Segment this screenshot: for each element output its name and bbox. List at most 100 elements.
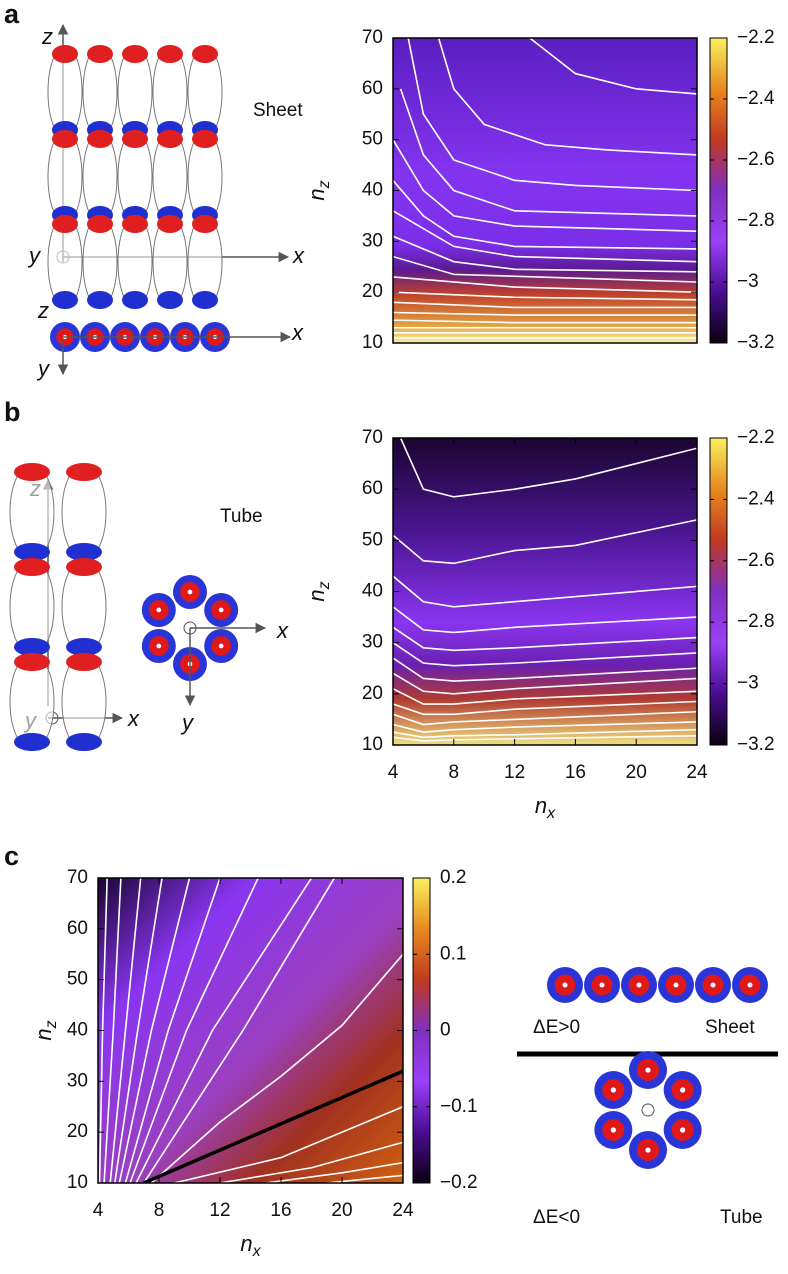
colorbar-tick-label: −3 <box>737 673 759 694</box>
cap-red <box>157 45 183 63</box>
colorbar-tick-label: −2.2 <box>737 27 775 48</box>
contour-line <box>103 878 122 1183</box>
y-tick-label: 60 <box>362 478 383 499</box>
contour-line <box>135 878 313 1183</box>
panel-label: a <box>4 0 20 29</box>
contour-line <box>143 1069 403 1183</box>
x-tick-label: 8 <box>449 762 460 783</box>
contour-line <box>393 235 697 273</box>
colorbar-tick-label: −3.2 <box>737 734 775 755</box>
ball-dot <box>710 982 716 988</box>
contour-line <box>118 878 191 1183</box>
ball-dot <box>156 607 162 613</box>
contour-line <box>109 878 142 1183</box>
y-tick-label: 40 <box>362 180 383 201</box>
contour-line <box>529 38 697 95</box>
x-tick-label: 20 <box>331 1200 352 1221</box>
colorbar-tick-label: 0.2 <box>440 867 466 888</box>
ball-dot <box>673 982 679 988</box>
axis-label-sub: z <box>43 1020 60 1029</box>
axis-label: nx <box>240 1231 261 1260</box>
axis-name: z <box>37 298 49 323</box>
cap-red <box>14 463 50 481</box>
ball-dot <box>218 607 224 613</box>
y-tick-label: 30 <box>67 1070 88 1091</box>
cap-red <box>87 215 113 233</box>
contour-line <box>143 878 336 1183</box>
ball-dot <box>747 982 753 988</box>
axis-name: y <box>180 710 195 735</box>
contours <box>393 38 697 339</box>
y-tick-label: 70 <box>362 427 383 448</box>
panel-label: c <box>4 841 19 871</box>
cap-blue <box>192 291 218 309</box>
cap-red <box>14 558 50 576</box>
ball-dot <box>599 982 605 988</box>
axis-label: nz <box>31 1020 60 1040</box>
contour-line <box>393 301 697 309</box>
cap-blue <box>66 638 102 656</box>
colorbar-tick-label: −2.8 <box>737 210 775 231</box>
axis-name: x <box>127 706 140 731</box>
axis-label-base: n <box>304 188 329 200</box>
contour-line <box>393 672 697 695</box>
y-tick-label: 70 <box>362 27 383 48</box>
contour-line <box>393 721 697 734</box>
y-tick-label: 40 <box>362 581 383 602</box>
contour-line <box>393 642 697 667</box>
x-tick-label: 16 <box>270 1200 291 1221</box>
cap-red <box>87 45 113 63</box>
cap-red <box>66 653 102 671</box>
y-tick-label: 50 <box>362 129 383 150</box>
contour-line <box>393 319 697 324</box>
x-tick-label: 16 <box>565 762 586 783</box>
contours <box>393 438 697 742</box>
colorbar-tick-label: −0.1 <box>440 1096 478 1117</box>
structure-name: Sheet <box>705 1017 755 1038</box>
y-tick-label: 10 <box>362 332 383 353</box>
structure-name: Tube <box>220 506 263 527</box>
contour-line <box>326 1174 403 1183</box>
y-tick-label: 60 <box>362 78 383 99</box>
axis-label-sub: z <box>316 581 333 590</box>
ball-dot <box>645 1147 651 1153</box>
axis-name: y <box>27 243 42 268</box>
colorbar-tick-label: 0.1 <box>440 943 466 964</box>
axis-label-base: n <box>240 1231 252 1256</box>
colorbar-tick-label: −2.4 <box>737 488 775 509</box>
colorbar-tick-label: −2.6 <box>737 550 775 571</box>
colorbar-tick-label: −3 <box>737 271 759 292</box>
ball-dot <box>156 643 162 649</box>
panel-label: b <box>4 397 21 427</box>
x-tick-label: 4 <box>388 762 399 783</box>
axis-label-base: n <box>31 1028 56 1040</box>
cap-red <box>122 130 148 148</box>
contour-line <box>393 700 697 716</box>
contour-line <box>399 88 697 217</box>
contour-line <box>393 657 697 682</box>
contour-line <box>124 878 221 1183</box>
colorbar <box>709 437 728 746</box>
y-tick-label: 70 <box>67 867 88 888</box>
contour-line <box>393 179 697 250</box>
cap-blue <box>66 543 102 561</box>
cap-red <box>14 653 50 671</box>
cap-red <box>122 215 148 233</box>
axis-name: z <box>41 24 53 49</box>
contour-line <box>407 38 697 192</box>
cap-red <box>52 130 78 148</box>
x-tick-label: 12 <box>504 762 525 783</box>
contour-line <box>150 953 403 1183</box>
x-tick-label: 8 <box>154 1200 165 1221</box>
contour-line <box>219 1141 403 1183</box>
axis-label: nz <box>304 581 333 601</box>
y-tick-label: 30 <box>362 632 383 653</box>
cap-red <box>52 45 78 63</box>
contour-line <box>393 710 697 726</box>
colorbar-tick-label: 0 <box>440 1020 451 1041</box>
ball-dot <box>645 1067 651 1073</box>
cap-red <box>66 558 102 576</box>
y-tick-label: 50 <box>362 529 383 550</box>
axis-name: x <box>292 243 305 268</box>
